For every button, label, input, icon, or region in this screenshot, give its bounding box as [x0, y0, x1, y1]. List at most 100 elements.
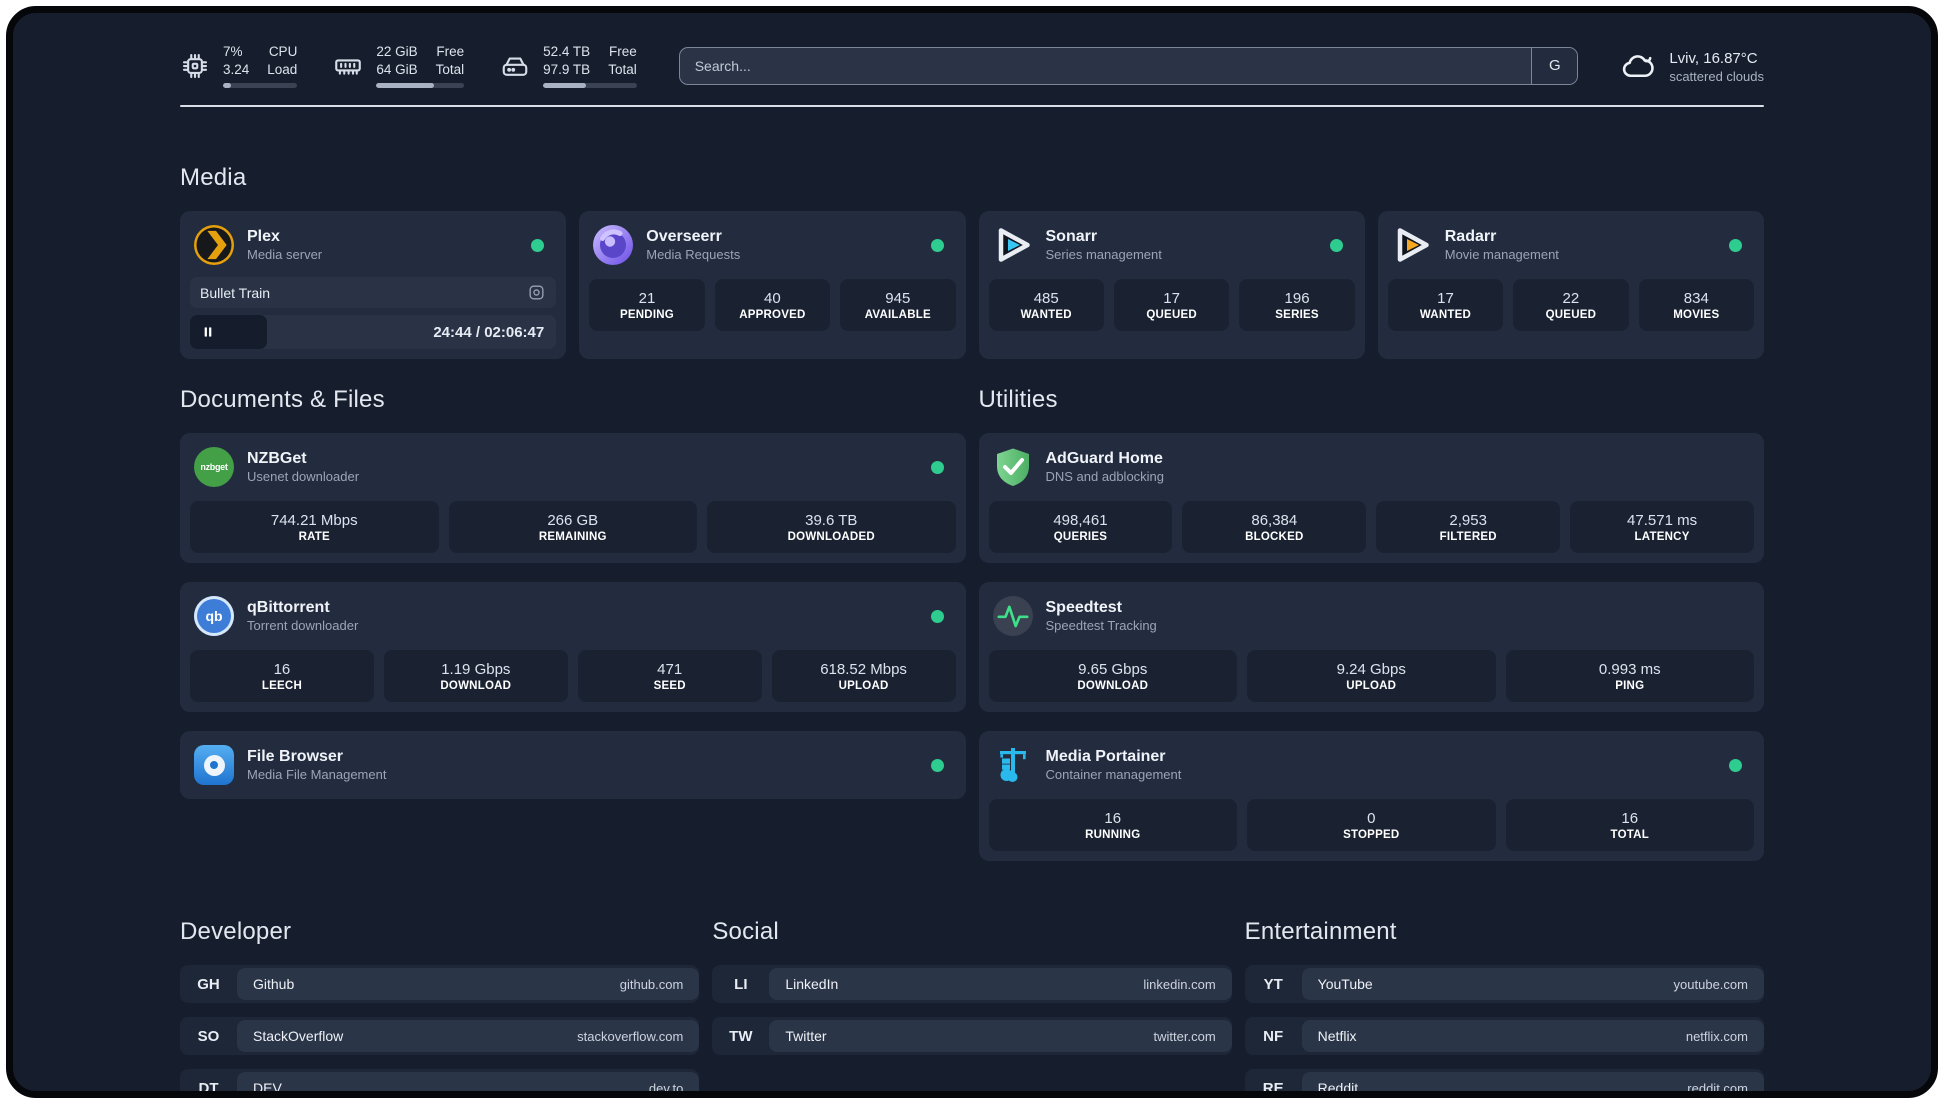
- service-card-adguard-home[interactable]: AdGuard Home DNS and adblocking 498,461 QUE…: [978, 433, 1764, 564]
- portainer-icon: [993, 745, 1033, 785]
- service-subtitle: Movie management: [1444, 247, 1559, 263]
- resource-labels: Free Total: [608, 44, 637, 78]
- stat-available: 945 AVAILABLE: [840, 279, 956, 332]
- bookmark-url: dev.to: [648, 1080, 684, 1096]
- stat-download: 9.65 Gbps DOWNLOAD: [988, 650, 1237, 703]
- weather-condition: scattered clouds: [1669, 68, 1764, 84]
- bookmark-linkedin[interactable]: LI LinkedIn linkedin.com: [712, 965, 1232, 1004]
- stat-total: 16 TOTAL: [1505, 799, 1754, 852]
- bookmark-stackoverflow[interactable]: SO StackOverflow stackoverflow.com: [180, 1017, 700, 1056]
- service-subtitle: Media Requests: [646, 247, 741, 263]
- stat-wanted: 485 WANTED: [988, 279, 1104, 332]
- service-card-speedtest[interactable]: Speedtest Speedtest Tracking 9.65 Gbps DOWN…: [978, 582, 1764, 713]
- service-card-radarr[interactable]: Radarr Movie management 17 WANTED 22 QUEUED 83…: [1377, 211, 1764, 360]
- resource-disk: 52.4 TB 97.9 TB Free Total: [500, 43, 637, 89]
- service-name: Sonarr: [1045, 228, 1098, 246]
- stat-latency: 47.571 ms LATENCY: [1570, 501, 1754, 554]
- section-title-documents: Documents & Files: [180, 386, 385, 414]
- status-dot: [1729, 238, 1742, 252]
- stat-tiles: 485 WANTED 17 QUEUED 196 SERIES: [988, 279, 1355, 332]
- top-bar: 7% 3.24 CPU Load 22 GiB 64 GiB Free Total 52.4 T…: [180, 43, 1764, 89]
- speedtest-icon: [992, 596, 1033, 637]
- service-card-plex[interactable]: Plex Media server Bullet Train 24:44 / 02:0…: [180, 211, 567, 360]
- bookmark-github[interactable]: GH Github github.com: [180, 965, 700, 1004]
- sonarr-icon: [993, 225, 1033, 265]
- bookmark-group-social: Social LI LinkedIn linkedin.com TW Twitter twi…: [712, 918, 1232, 1091]
- adguard-icon: [993, 447, 1033, 487]
- bookmark-name: Twitter: [785, 1028, 827, 1045]
- stat-queued: 17 QUEUED: [1113, 279, 1230, 332]
- gear-icon[interactable]: [527, 283, 546, 302]
- weather-widget: Lviv, 16.87°C scattered clouds: [1620, 48, 1764, 84]
- service-name: Media Portainer: [1045, 748, 1166, 766]
- resource-progress-bar: [376, 83, 465, 89]
- stat-approved: 40 APPROVED: [714, 279, 831, 332]
- resource-progress-bar: [223, 83, 298, 89]
- service-card-file-browser[interactable]: File Browser Media File Management: [180, 731, 966, 800]
- service-subtitle: Container management: [1045, 767, 1182, 783]
- section-title-developer: Developer: [180, 918, 292, 946]
- bookmark-url: github.com: [619, 976, 684, 992]
- stat-tiles: 16 LEECH 1.19 Gbps DOWNLOAD 471 SEED 618.52 Mb…: [190, 650, 956, 703]
- bookmark-abbr: LI: [734, 975, 748, 993]
- service-name: NZBGet: [247, 450, 307, 468]
- service-name: AdGuard Home: [1045, 450, 1163, 468]
- service-subtitle: Speedtest Tracking: [1045, 618, 1157, 634]
- service-name: qBittorrent: [247, 599, 330, 617]
- bookmark-dev[interactable]: DT DEV dev.to: [180, 1069, 700, 1097]
- status-dot: [930, 238, 944, 252]
- bookmark-reddit[interactable]: RE Reddit reddit.com: [1244, 1069, 1764, 1097]
- search-input[interactable]: [679, 47, 1532, 84]
- service-card-nzbget[interactable]: nzbget NZBGet Usenet downloader 744.21 Mbps…: [180, 433, 966, 564]
- bookmark-abbr: TW: [729, 1027, 753, 1045]
- dashboard-frame: 7% 3.24 CPU Load 22 GiB 64 GiB Free Total 52.4 T…: [6, 6, 1938, 1098]
- bookmark-abbr: RE: [1262, 1079, 1284, 1097]
- stat-series: 196 SERIES: [1239, 279, 1355, 332]
- stat-upload: 618.52 Mbps UPLOAD: [771, 650, 956, 703]
- bookmark-netflix[interactable]: NF Netflix netflix.com: [1244, 1017, 1764, 1056]
- resource-labels: CPU Load: [267, 44, 298, 78]
- bookmark-name: Netflix: [1317, 1028, 1357, 1045]
- media-card-grid: Plex Media server Bullet Train 24:44 / 02:0…: [180, 211, 1764, 360]
- section-title-social: Social: [712, 918, 779, 946]
- resource-progress-bar: [543, 83, 637, 89]
- pause-icon[interactable]: [200, 324, 216, 340]
- bookmark-name: StackOverflow: [253, 1028, 344, 1045]
- resource-values: 52.4 TB 97.9 TB: [543, 44, 591, 78]
- bookmark-url: stackoverflow.com: [577, 1028, 684, 1044]
- playback-progress-bar[interactable]: 24:44 / 02:06:47: [190, 315, 557, 350]
- utilities-column: Utilities AdGuard Home DNS and adblocking…: [978, 386, 1764, 862]
- section-title-entertainment: Entertainment: [1244, 918, 1397, 946]
- service-card-overseerr[interactable]: Overseerr Media Requests 21 PENDING 40 APPROV…: [579, 211, 966, 360]
- service-card-media-portainer[interactable]: Media Portainer Container management 16 RUN…: [978, 731, 1764, 862]
- stat-seed: 471 SEED: [577, 650, 762, 703]
- search-provider-button[interactable]: G: [1531, 47, 1578, 84]
- service-subtitle: Usenet downloader: [247, 469, 360, 485]
- stat-download: 1.19 Gbps DOWNLOAD: [383, 650, 568, 703]
- service-card-sonarr[interactable]: Sonarr Series management 485 WANTED 17 QUEUED…: [978, 211, 1365, 360]
- bookmark-twitter[interactable]: TW Twitter twitter.com: [712, 1017, 1232, 1056]
- bookmark-youtube[interactable]: YT YouTube youtube.com: [1244, 965, 1764, 1004]
- stat-upload: 9.24 Gbps UPLOAD: [1247, 650, 1496, 703]
- bookmark-url: youtube.com: [1673, 976, 1748, 992]
- now-playing-title: Bullet Train: [200, 284, 271, 301]
- stat-leech: 16 LEECH: [190, 650, 374, 703]
- status-dot: [930, 609, 944, 623]
- service-card-qbittorrent[interactable]: qb qBittorrent Torrent downloader 16 LEECH 1.…: [180, 582, 966, 713]
- resource-labels: Free Total: [435, 44, 465, 78]
- bookmark-abbr: NF: [1263, 1027, 1284, 1045]
- bookmark-url: netflix.com: [1685, 1028, 1748, 1044]
- bookmark-name: DEV: [253, 1080, 282, 1097]
- resource-values: 22 GiB 64 GiB: [376, 44, 418, 78]
- section-title-utilities: Utilities: [978, 386, 1058, 414]
- status-dot: [531, 238, 545, 252]
- bookmark-url: linkedin.com: [1143, 976, 1216, 992]
- service-name: Overseerr: [646, 228, 722, 246]
- cpu-icon: [180, 51, 210, 81]
- bookmark-url: twitter.com: [1153, 1028, 1216, 1044]
- filebrowser-icon: [194, 745, 234, 786]
- stat-pending: 21 PENDING: [589, 279, 705, 332]
- bookmark-abbr: YT: [1263, 975, 1283, 993]
- status-dot: [1729, 758, 1742, 772]
- resource-memory: 22 GiB 64 GiB Free Total: [333, 43, 465, 89]
